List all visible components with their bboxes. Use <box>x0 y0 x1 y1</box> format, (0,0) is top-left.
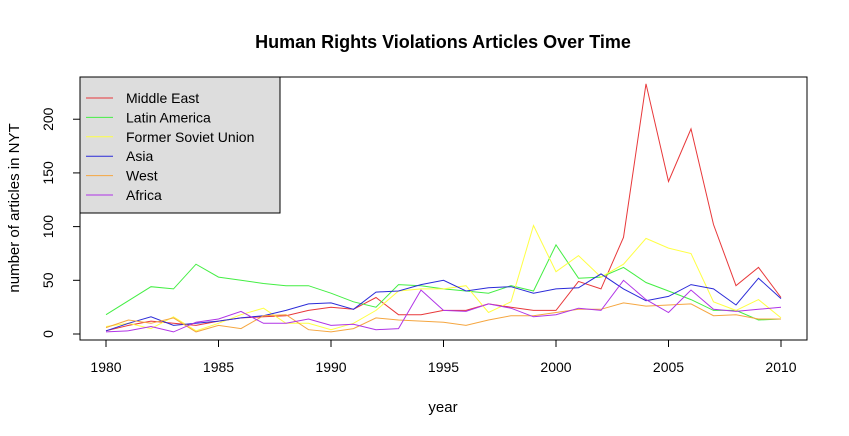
y-tick-label: 100 <box>40 215 56 239</box>
series-line-5 <box>105 279 782 333</box>
legend: Middle East Latin America Former Soviet Un… <box>79 76 281 214</box>
legend-box <box>79 76 281 214</box>
series-lines <box>105 83 782 333</box>
chart-title: Human Rights Violations Articles Over Ti… <box>255 32 631 52</box>
y-axis: 0 50 100 150 200 <box>40 107 81 338</box>
x-tick-label: 1985 <box>203 359 234 375</box>
x-tick-label: 2010 <box>765 359 796 375</box>
x-axis-label: year <box>428 399 457 416</box>
x-axis: 1980 1985 1990 1995 2000 2005 2010 <box>90 339 797 375</box>
series-line-1 <box>105 243 782 321</box>
legend-entry: West <box>126 168 158 184</box>
y-tick-label: 150 <box>40 161 56 185</box>
x-tick-label: 2005 <box>653 359 684 375</box>
y-tick-label: 50 <box>40 272 56 288</box>
legend-entry: Former Soviet Union <box>126 129 254 145</box>
series-line-2 <box>105 224 782 332</box>
series-line-3 <box>105 273 782 332</box>
y-tick-label: 200 <box>40 107 56 131</box>
legend-entry: Middle East <box>126 90 199 106</box>
x-tick-label: 2000 <box>540 359 571 375</box>
x-tick-label: 1990 <box>315 359 346 375</box>
x-tick-label: 1980 <box>90 359 121 375</box>
series-line-4 <box>105 302 781 333</box>
legend-entry: Africa <box>126 187 162 203</box>
y-axis-label: number of articles in NYT <box>6 123 23 292</box>
y-tick-label: 0 <box>40 330 56 338</box>
legend-entry: Asia <box>126 148 153 164</box>
x-tick-label: 1995 <box>428 359 459 375</box>
legend-entry: Latin America <box>126 109 211 125</box>
